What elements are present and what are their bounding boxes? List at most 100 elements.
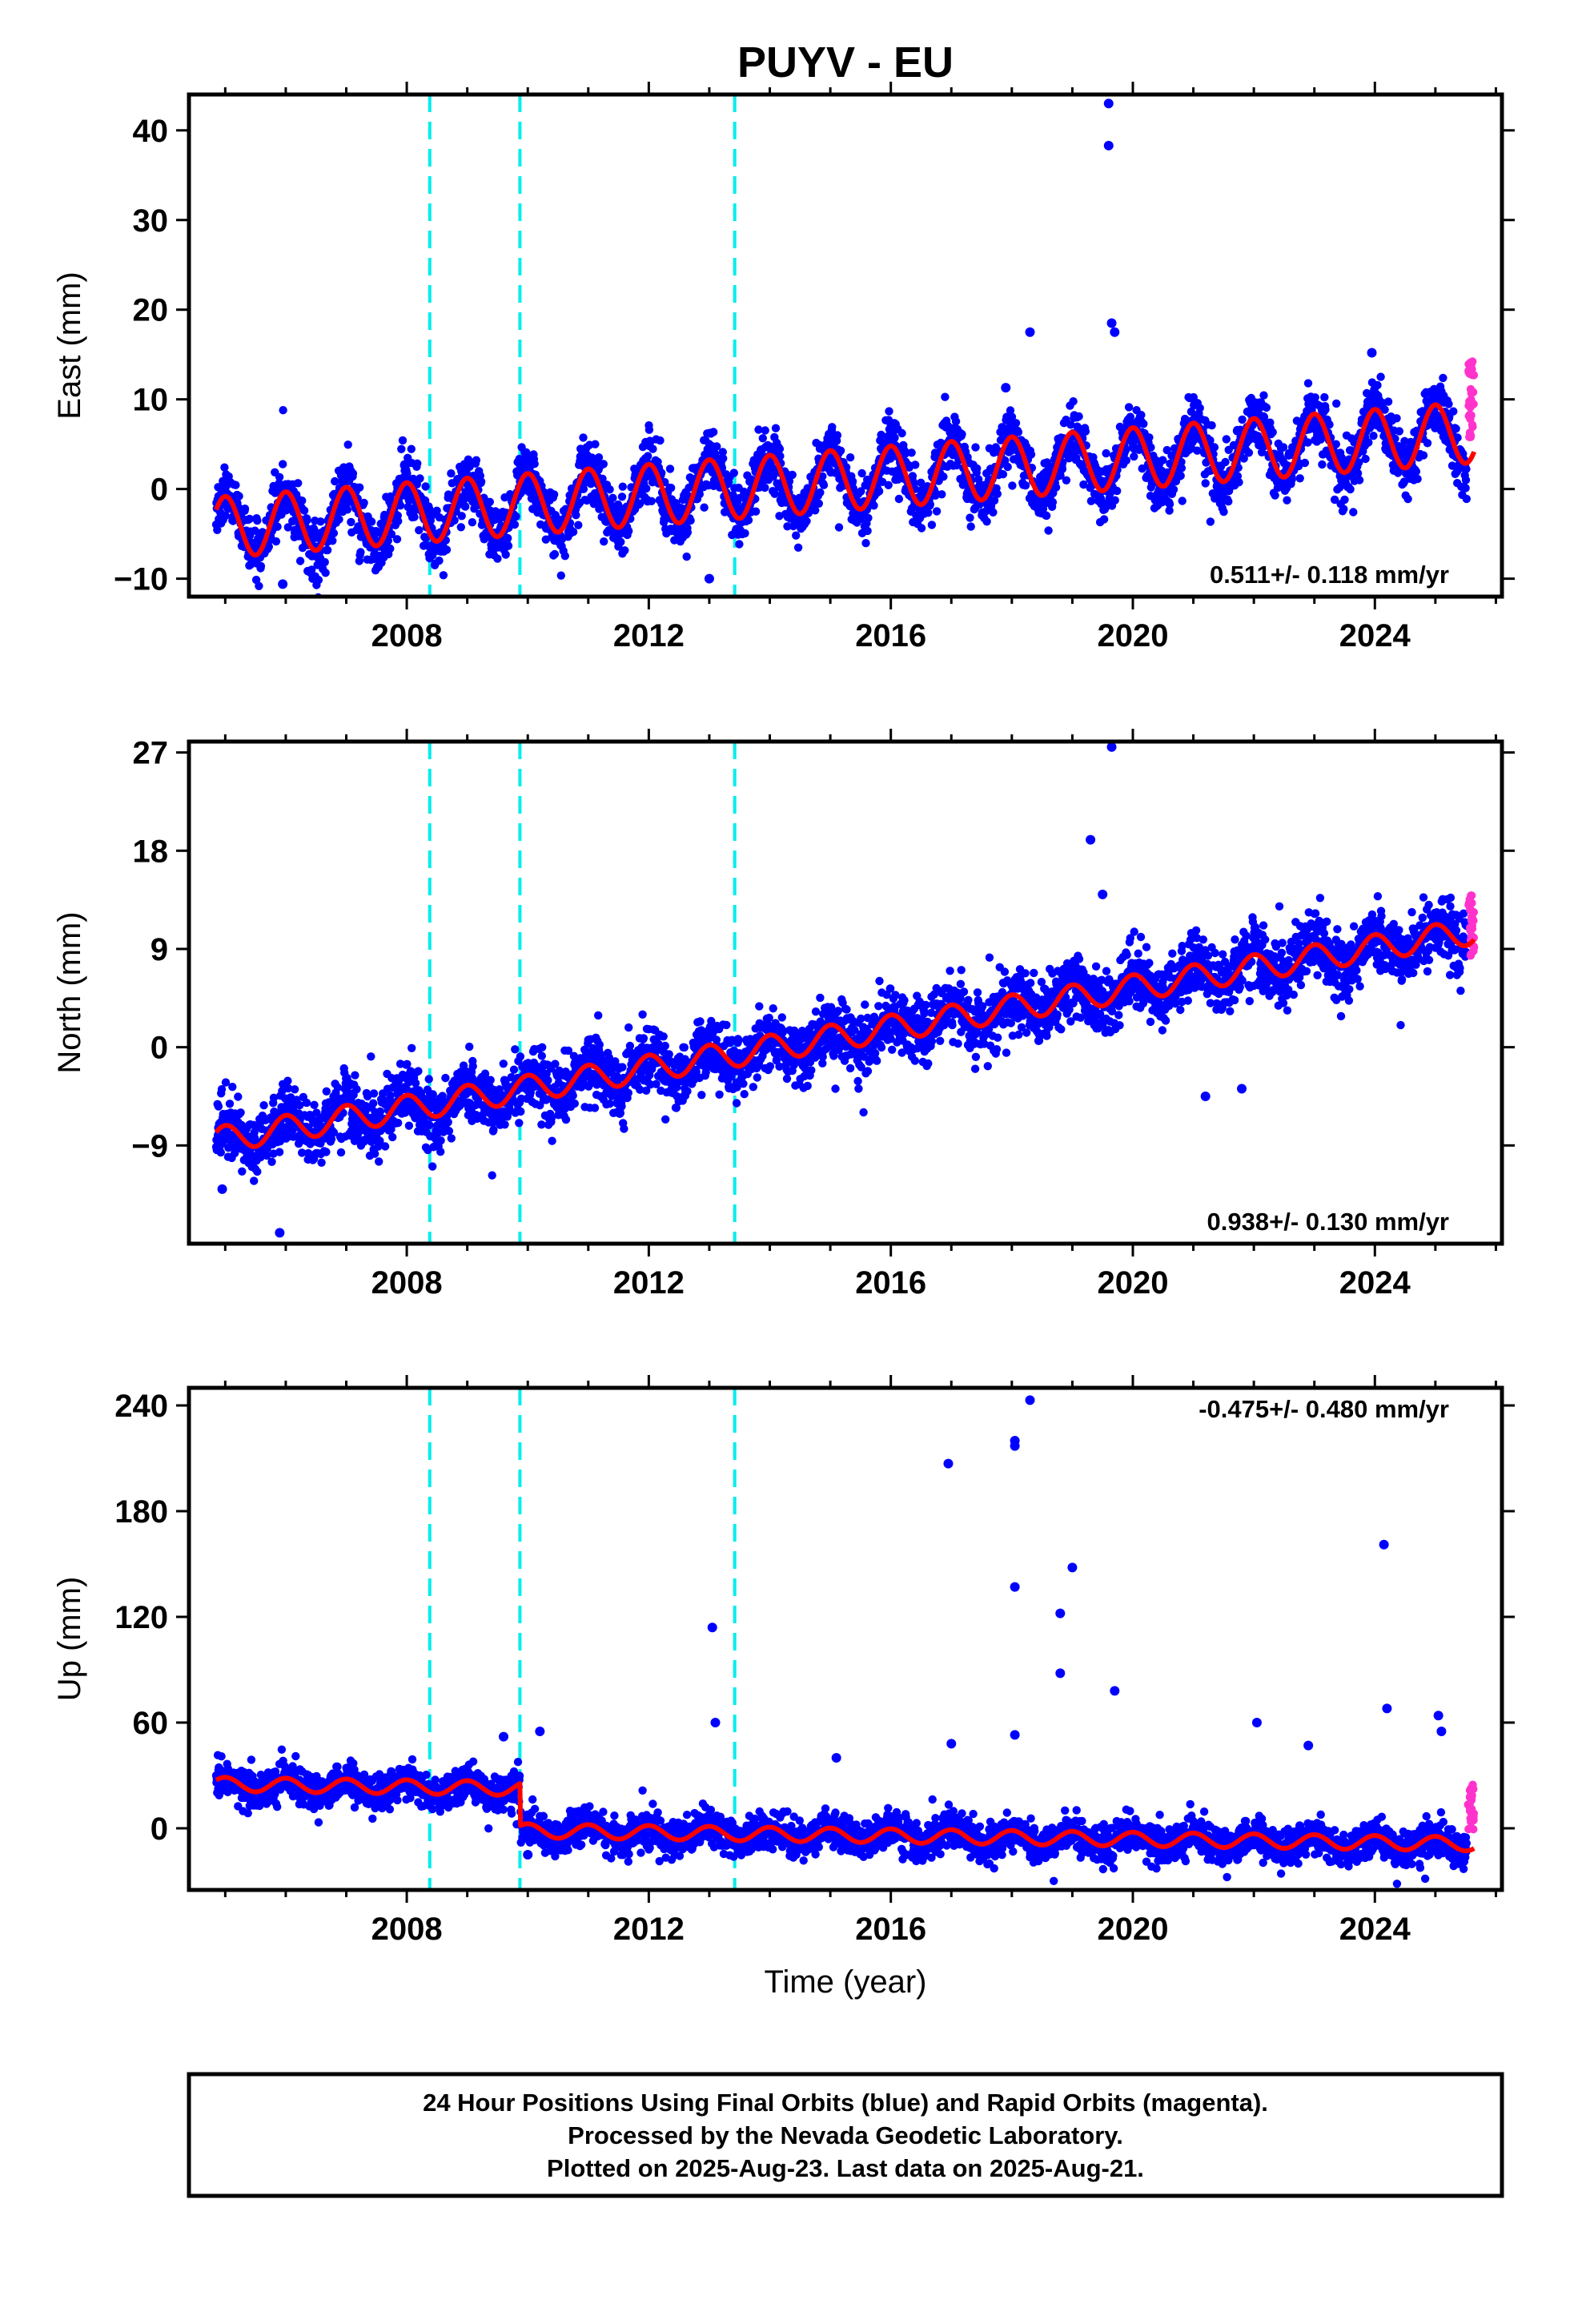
east-data-point [415, 525, 424, 535]
north-data-point [322, 1148, 331, 1156]
east-data-point [1206, 517, 1215, 526]
east-data-point [711, 449, 720, 458]
east-data-point [644, 425, 654, 434]
east-data-point [424, 504, 434, 513]
east-data-point [530, 460, 539, 468]
north-data-point [352, 1085, 361, 1094]
east-rate-label: 0.511+/- 0.118 mm/yr [1210, 561, 1449, 589]
east-data-point [396, 501, 405, 510]
east-data-point [572, 511, 580, 520]
east-data-point [1026, 450, 1036, 459]
east-data-point [1014, 428, 1023, 436]
east-data-point [729, 491, 737, 500]
east-data-point [993, 489, 1002, 498]
east-data-point [911, 460, 920, 469]
east-data-point [656, 436, 665, 445]
east-data-point [1259, 391, 1268, 400]
east-x-tick-label: 2024 [1339, 618, 1411, 653]
east-data-point [435, 556, 444, 565]
east-data-point [1048, 497, 1058, 507]
east-data-point [683, 528, 693, 537]
east-data-point [1444, 400, 1453, 408]
north-data-point [697, 1091, 706, 1100]
east-data-point [321, 569, 330, 577]
north-data-point [683, 1087, 692, 1096]
east-data-point [951, 417, 961, 426]
north-data-point [624, 1023, 633, 1032]
east-data-point [298, 497, 307, 505]
east-data-point [1178, 497, 1186, 505]
north-data-point [537, 1051, 546, 1060]
east-data-point [864, 513, 873, 522]
east-data-point [504, 533, 512, 543]
east-data-point [271, 537, 281, 546]
east-data-point [1008, 481, 1017, 490]
east-data-point [457, 512, 466, 521]
east-data-point [897, 428, 906, 438]
east-data-point [329, 529, 339, 537]
east-data-point [938, 490, 946, 499]
north-data-point [515, 1119, 524, 1128]
east-data-point [221, 511, 230, 521]
east-data-point [1158, 456, 1167, 464]
east-data-point [279, 460, 287, 468]
east-rapid-point [1469, 400, 1478, 408]
east-data-point [818, 472, 827, 480]
east-data-point [1462, 494, 1472, 504]
east-data-point [971, 443, 980, 452]
east-data-point [512, 512, 520, 521]
east-data-point [450, 516, 459, 525]
east-data-point [863, 526, 872, 536]
east-data-point [264, 542, 273, 551]
north-data-point [595, 1040, 604, 1049]
east-data-point [556, 571, 565, 580]
east-data-point [1383, 397, 1393, 406]
east-data-point [1176, 471, 1185, 480]
east-data-point [323, 545, 332, 555]
east-outlier-point [1001, 383, 1011, 393]
east-data-point [476, 477, 486, 486]
north-data-point [317, 1158, 326, 1168]
north-data-point [302, 1098, 311, 1108]
east-data-point [647, 497, 656, 505]
north-data-point [568, 1091, 577, 1100]
east-data-point [256, 561, 266, 571]
east-data-point [620, 546, 629, 555]
north-data-point [333, 1083, 343, 1092]
east-data-point [348, 469, 358, 478]
east-rapid-point [1468, 364, 1476, 374]
east-data-point [973, 464, 982, 473]
east-data-point [958, 430, 966, 439]
east-data-point [709, 428, 718, 436]
east-data-point [1413, 474, 1422, 484]
north-data-point [351, 1071, 359, 1080]
east-data-point [998, 470, 1008, 479]
north-data-point [625, 1041, 635, 1051]
east-data-point [667, 484, 676, 493]
north-data-point [590, 1104, 600, 1112]
east-data-point [648, 444, 657, 453]
east-data-point [413, 459, 422, 468]
east-data-point [642, 484, 651, 493]
north-data-point [322, 1087, 331, 1096]
east-data-point [771, 424, 781, 432]
east-data-point [917, 524, 926, 533]
east-data-point [1221, 457, 1230, 467]
east-y-tick-label: 0 [151, 472, 168, 508]
east-data-point [814, 499, 823, 508]
east-data-point [761, 483, 769, 493]
east-data-point [989, 508, 998, 517]
east-data-point [1244, 448, 1254, 457]
east-data-point [275, 472, 284, 481]
east-data-point [982, 517, 991, 526]
east-data-point [600, 537, 608, 546]
east-data-point [713, 442, 721, 451]
east-data-point [644, 452, 652, 460]
east-data-point [447, 469, 456, 478]
east-data-point [819, 480, 829, 489]
east-data-point [1419, 451, 1428, 460]
north-data-point [538, 1043, 547, 1052]
east-data-point [848, 476, 857, 486]
east-data-point [1395, 427, 1404, 436]
